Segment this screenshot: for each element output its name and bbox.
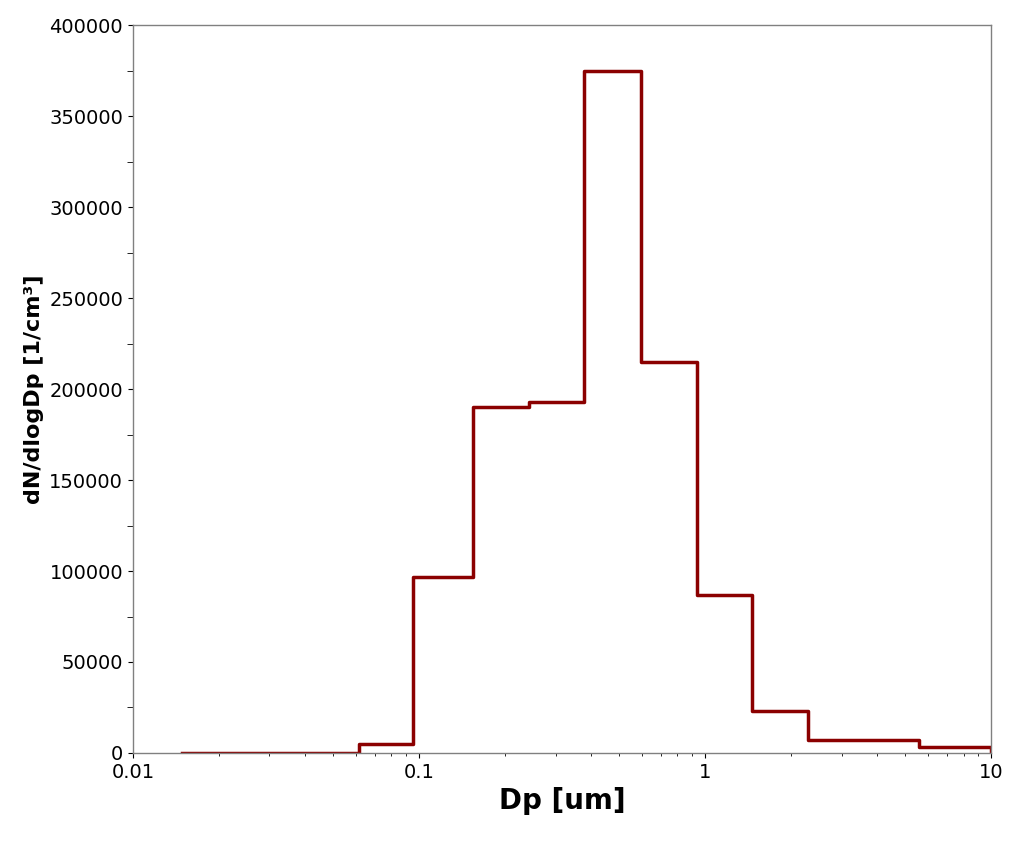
X-axis label: Dp [um]: Dp [um] xyxy=(499,788,625,816)
Y-axis label: dN/dlogDp [1/cm³]: dN/dlogDp [1/cm³] xyxy=(24,274,44,504)
